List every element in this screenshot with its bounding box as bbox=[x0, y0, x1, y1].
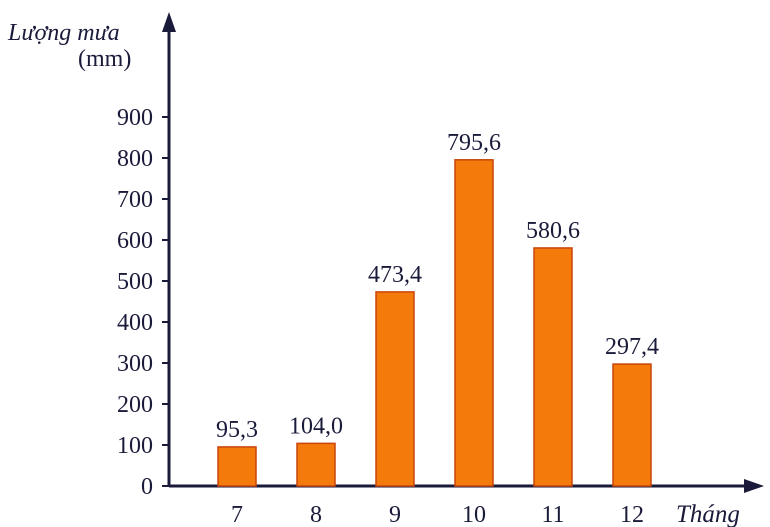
y-tick-label: 500 bbox=[117, 269, 153, 295]
bar-month-9 bbox=[375, 291, 415, 487]
y-tick-label: 0 bbox=[141, 474, 153, 500]
x-tick-label: 11 bbox=[541, 502, 564, 527]
y-tick-label: 100 bbox=[117, 433, 153, 459]
bar-value-label: 297,4 bbox=[605, 334, 659, 360]
y-tick-label: 600 bbox=[117, 228, 153, 254]
y-axis-arrow bbox=[162, 12, 176, 32]
y-tick-label: 700 bbox=[117, 187, 153, 213]
x-tick-label: 10 bbox=[462, 502, 486, 527]
x-ticks: 7 8 9 10 11 12 bbox=[231, 502, 644, 527]
x-tick-label: 12 bbox=[620, 502, 644, 527]
y-tick-label: 900 bbox=[117, 105, 153, 131]
bar-value-label: 795,6 bbox=[447, 130, 501, 156]
bar-value-label: 95,3 bbox=[216, 417, 258, 443]
bar-month-8 bbox=[296, 442, 336, 487]
bars: 95,3 104,0 473,4 795,6 580,6 297,4 bbox=[216, 130, 659, 487]
x-tick-label: 9 bbox=[389, 502, 401, 527]
bar-value-label: 104,0 bbox=[289, 413, 343, 439]
bar-value-label: 473,4 bbox=[368, 262, 422, 288]
bar-month-11 bbox=[533, 247, 573, 487]
y-axis-title-line1: Lượng mưa bbox=[7, 20, 120, 46]
y-tick-label: 800 bbox=[117, 146, 153, 172]
x-tick-label: 8 bbox=[310, 502, 322, 527]
bar-month-12 bbox=[612, 363, 652, 487]
y-tick-label: 300 bbox=[117, 351, 153, 377]
bar-month-7 bbox=[217, 446, 257, 487]
y-tick-label: 200 bbox=[117, 392, 153, 418]
y-ticks: 0 100 200 300 400 500 600 700 800 900 bbox=[117, 105, 169, 500]
x-axis-title: Tháng bbox=[676, 501, 740, 527]
x-tick-label: 7 bbox=[231, 502, 243, 527]
x-axis-arrow bbox=[744, 479, 764, 493]
bar-month-10 bbox=[454, 159, 494, 487]
y-tick-label: 400 bbox=[117, 310, 153, 336]
y-axis-title-line2: (mm) bbox=[78, 46, 131, 72]
bar-value-label: 580,6 bbox=[526, 218, 580, 244]
